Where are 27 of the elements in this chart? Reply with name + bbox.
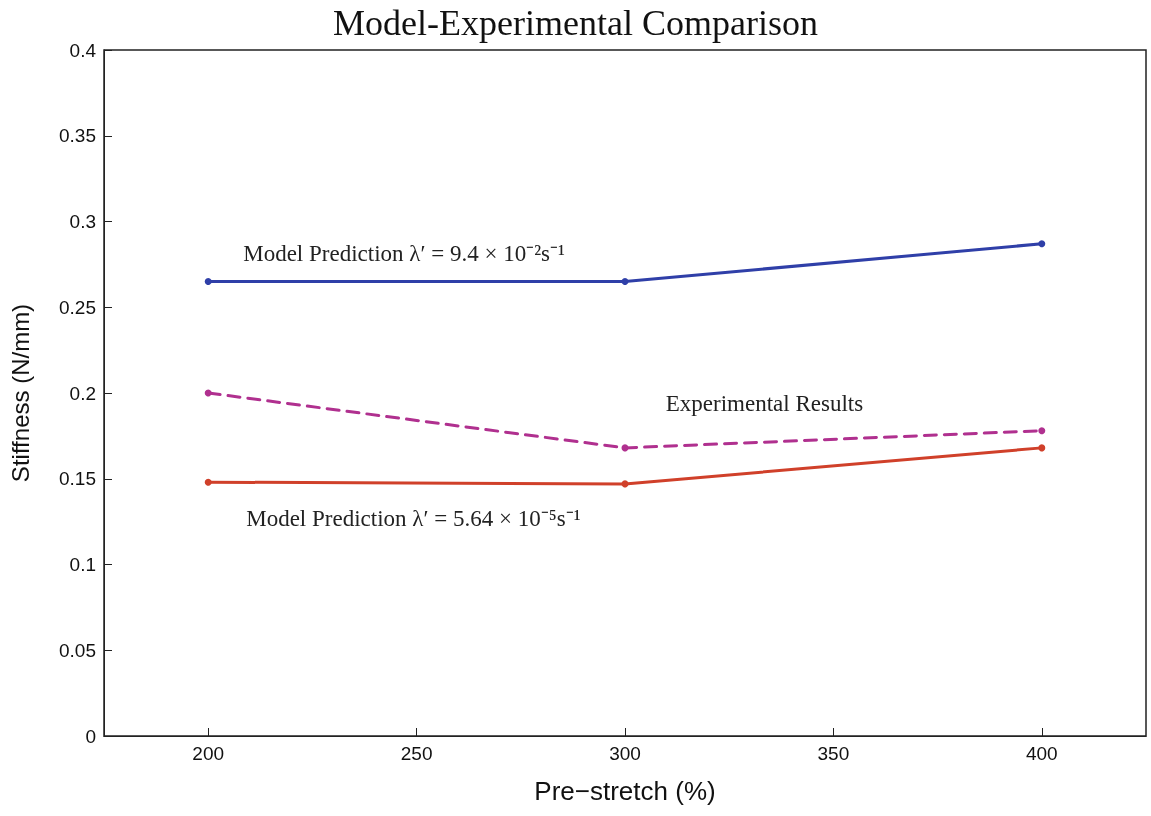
y-tick-label: 0.3	[69, 211, 96, 232]
y-tick-label: 0.35	[59, 125, 96, 147]
y-tick-label: 0.15	[59, 468, 96, 490]
point	[204, 389, 212, 397]
series-label: Model Prediction λ′ = 9.4 × 10⁻²s⁻¹	[243, 241, 566, 267]
x-tick-label: 300	[609, 743, 641, 764]
y-tick-label: 0.1	[69, 554, 96, 575]
y-tick-label: 0.25	[59, 296, 96, 318]
point	[204, 478, 212, 486]
series-label: Experimental Results	[665, 391, 864, 417]
chart-title: Model-Experimental Comparison	[333, 3, 818, 43]
y-axis-title: Stiffness (N/mm)	[6, 303, 34, 483]
x-tick-label: 200	[192, 743, 225, 764]
point	[1038, 444, 1046, 452]
point	[204, 278, 212, 286]
point	[1038, 240, 1046, 248]
point	[621, 278, 629, 286]
y-tick-label: 0.05	[59, 639, 96, 661]
y-tick-label: 0.2	[69, 382, 96, 404]
x-axis-title: Pre−stretch (%)	[534, 776, 716, 806]
y-tick-label: 0.4	[69, 39, 97, 61]
x-tick-label: 400	[1025, 743, 1058, 764]
x-tick-label: 250	[400, 743, 433, 764]
y-tick-label: 0	[85, 725, 96, 747]
point	[1038, 427, 1046, 435]
series-label: Model Prediction λ′ = 5.64 × 10⁻⁵s⁻¹	[246, 505, 581, 531]
x-tick-label: 350	[817, 743, 850, 764]
